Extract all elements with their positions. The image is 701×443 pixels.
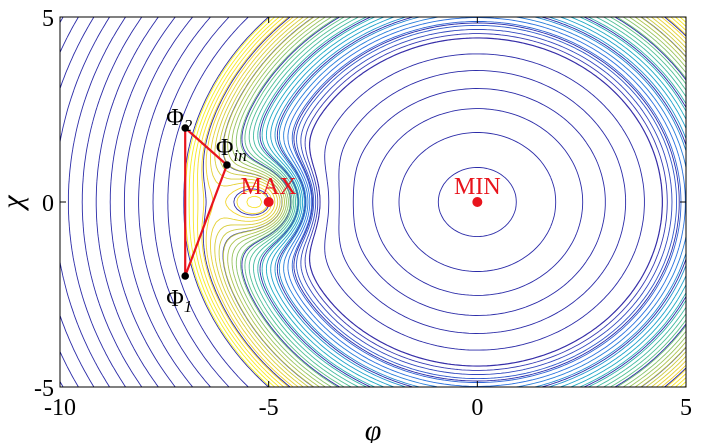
x-axis-label: φ (365, 414, 382, 443)
peak-contour-line (257, 17, 686, 387)
peak-contour-line (291, 21, 682, 383)
peak-contour-line (283, 17, 686, 387)
contour-line (60, 17, 79, 387)
contour-line (398, 132, 557, 272)
y-tick-label: 5 (42, 6, 54, 32)
peak-contour-line (244, 17, 686, 387)
peak-contour-line (304, 33, 668, 371)
path-triangle (184, 126, 228, 277)
peak-contour-line (227, 17, 686, 387)
phi-1-label: Φ1 (166, 286, 192, 316)
contour-line (276, 17, 686, 387)
peak-contour-line (253, 17, 686, 387)
peak-contour-line (188, 17, 686, 387)
phi-in-label: Φin (216, 135, 247, 165)
min-label: MIN (454, 174, 501, 200)
min-point (472, 197, 483, 207)
peak-contour-line (300, 29, 673, 375)
peak-contour-line (218, 17, 686, 387)
contour-line (123, 17, 194, 387)
path-overlay: MAX MIN Φ1 Φ2 Φin (166, 105, 500, 316)
contour-line (372, 108, 584, 296)
peak-contour-line (261, 17, 686, 387)
axis-ticks: -10 -5 0 5-505 (34, 6, 692, 421)
y-tick-label: -5 (34, 376, 54, 402)
contour-line (324, 53, 645, 351)
contour-line (338, 70, 627, 334)
peak-contour-line (222, 17, 686, 387)
contour-line (437, 166, 517, 238)
peak-contour-line (308, 37, 663, 367)
contour-line (60, 17, 95, 387)
peak-contour-line (231, 17, 686, 387)
contour-line (138, 17, 211, 387)
peak-contour-line (235, 17, 686, 387)
y-axis-label: χ (0, 195, 29, 212)
peak-contour-line (192, 17, 686, 387)
contour-line (167, 17, 249, 387)
y-tick-label: 0 (42, 191, 54, 217)
phi-2-point (181, 124, 189, 132)
x-tick-label: 5 (680, 395, 692, 421)
contour-line (109, 17, 176, 387)
max-label: MAX (241, 174, 297, 200)
x-tick-label: -10 (44, 395, 76, 421)
peak-contour-line (270, 17, 686, 387)
contour-line (95, 17, 159, 387)
contour-line (259, 17, 686, 387)
peak-contour-line (248, 17, 686, 387)
contour-line (60, 17, 110, 387)
contour-line (293, 22, 680, 382)
peak-contour-line (214, 17, 686, 387)
x-tick-label: 0 (471, 395, 483, 421)
contour-line (60, 17, 64, 387)
peak-contour-line (274, 17, 686, 387)
peak-contour-line (197, 17, 686, 387)
phi-2-label: Φ2 (166, 105, 193, 135)
peak-contour-line (296, 24, 677, 380)
contour-line (352, 88, 606, 316)
contour-line (152, 17, 230, 387)
contour-lines (60, 17, 686, 387)
peak-contour-line (240, 17, 686, 387)
contour-line (202, 17, 686, 387)
contour-line (67, 17, 126, 387)
peak-contour-line (265, 17, 686, 387)
contour-line (81, 17, 143, 387)
contour-line (241, 17, 686, 387)
phi-1-point (181, 272, 189, 280)
max-point (263, 197, 274, 207)
peak-contour-line (287, 17, 686, 387)
x-tick-label: -5 (259, 395, 279, 421)
peak-contour-line (210, 17, 686, 387)
phi-in-point (223, 161, 231, 169)
